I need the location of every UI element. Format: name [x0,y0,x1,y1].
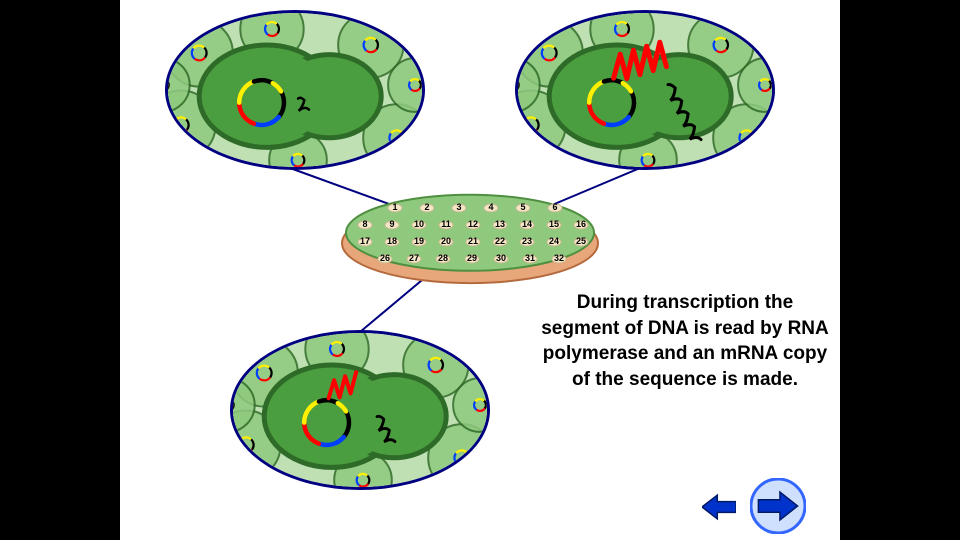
svg-text:24: 24 [549,236,559,246]
petri-dish: 1234568910111213141516171819202122232425… [340,190,600,285]
svg-text:13: 13 [495,219,505,229]
svg-text:23: 23 [522,236,532,246]
svg-text:2: 2 [424,202,429,212]
svg-text:11: 11 [441,219,451,229]
svg-text:28: 28 [438,253,448,263]
svg-text:16: 16 [576,219,586,229]
next-arrow-button[interactable] [750,478,806,539]
caption-text: During transcription the segment of DNA … [540,290,830,393]
slide-stage: 1234568910111213141516171819202122232425… [120,0,840,540]
svg-text:12: 12 [468,219,478,229]
svg-text:10: 10 [414,219,424,229]
svg-text:27: 27 [409,253,419,263]
cell-magnified-top-right [515,10,775,170]
svg-text:9: 9 [389,219,394,229]
svg-text:8: 8 [362,219,367,229]
prev-arrow-button[interactable] [702,490,736,529]
svg-text:30: 30 [496,253,506,263]
cell-magnified-top-left [165,10,425,170]
svg-text:14: 14 [522,219,532,229]
svg-text:25: 25 [576,236,586,246]
svg-text:18: 18 [387,236,397,246]
svg-text:6: 6 [552,202,557,212]
svg-text:32: 32 [554,253,564,263]
svg-text:19: 19 [414,236,424,246]
svg-text:5: 5 [520,202,525,212]
svg-text:3: 3 [456,202,461,212]
svg-text:29: 29 [467,253,477,263]
svg-text:21: 21 [468,236,478,246]
svg-text:15: 15 [549,219,559,229]
svg-text:20: 20 [441,236,451,246]
svg-text:31: 31 [525,253,535,263]
svg-text:26: 26 [380,253,390,263]
cell-magnified-bottom [230,330,490,490]
svg-text:22: 22 [495,236,505,246]
svg-text:17: 17 [360,236,370,246]
svg-text:1: 1 [392,202,397,212]
svg-text:4: 4 [488,202,493,212]
